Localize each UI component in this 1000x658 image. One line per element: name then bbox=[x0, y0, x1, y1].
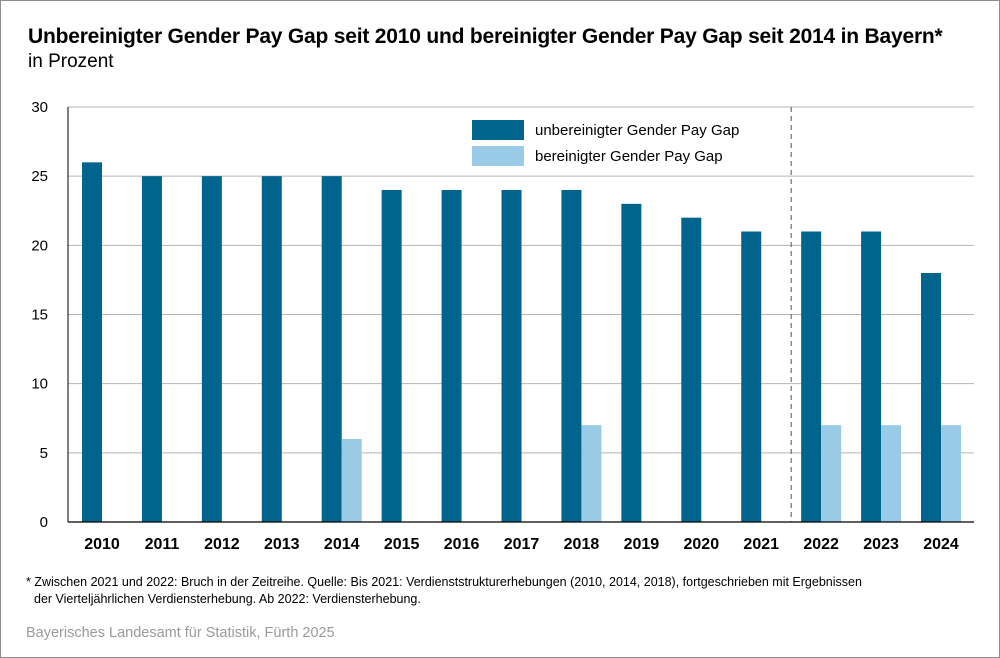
bar-unbereinigt-2019 bbox=[621, 203, 642, 523]
bar-unbereinigt-2014 bbox=[321, 176, 342, 522]
footnote-line-2: der Vierteljährlichen Verdiensterhebung.… bbox=[34, 592, 421, 606]
source-note: Bayerisches Landesamt für Statistik, Für… bbox=[26, 625, 335, 641]
bar-chart: 0 5 10 15 20 25 30 2010 2011 2012 2013 2014 2015 2016… bbox=[31, 99, 974, 553]
x-tick-label: 2011 bbox=[145, 536, 180, 553]
legend-swatch-unbereinigt bbox=[472, 120, 524, 140]
bar-unbereinigt-2023 bbox=[861, 231, 882, 522]
bar-unbereinigt-2015 bbox=[381, 190, 402, 522]
x-tick-label: 2018 bbox=[564, 536, 600, 553]
bar-bereinigt-2014 bbox=[341, 439, 362, 522]
y-tick-label: 15 bbox=[31, 307, 48, 324]
y-tick-label: 25 bbox=[31, 168, 48, 185]
chart-subtitle: in Prozent bbox=[28, 51, 114, 72]
legend-swatch-bereinigt bbox=[472, 146, 524, 166]
bar-bereinigt-2018 bbox=[581, 425, 602, 522]
y-tick-label: 30 bbox=[31, 99, 48, 116]
bar-unbereinigt-2016 bbox=[441, 190, 462, 522]
bar-unbereinigt-2013 bbox=[261, 176, 282, 522]
bar-bereinigt-2022 bbox=[821, 425, 842, 522]
x-tick-label: 2020 bbox=[684, 536, 720, 553]
y-tick-label: 0 bbox=[40, 514, 48, 531]
x-tick-label: 2021 bbox=[743, 536, 779, 553]
bar-bereinigt-2023 bbox=[881, 425, 902, 522]
bar-unbereinigt-2010 bbox=[82, 162, 102, 523]
y-tick-label: 5 bbox=[40, 445, 48, 462]
x-tick-label: 2017 bbox=[504, 536, 540, 553]
footnote: * Zwischen 2021 und 2022: Bruch in der Z… bbox=[26, 574, 862, 608]
x-tick-label: 2015 bbox=[384, 536, 420, 553]
footnote-line-1: * Zwischen 2021 und 2022: Bruch in der Z… bbox=[26, 575, 862, 589]
bar-unbereinigt-2021 bbox=[741, 231, 762, 522]
bar-unbereinigt-2012 bbox=[201, 176, 222, 522]
x-tick-label: 2010 bbox=[84, 536, 120, 553]
x-tick-label: 2014 bbox=[324, 536, 360, 553]
x-tick-label: 2024 bbox=[923, 536, 959, 553]
y-tick-label: 20 bbox=[31, 237, 48, 254]
bar-unbereinigt-2022 bbox=[801, 231, 822, 522]
x-tick-label: 2023 bbox=[863, 536, 899, 553]
x-tick-label: 2016 bbox=[444, 536, 480, 553]
bar-unbereinigt-2017 bbox=[501, 190, 522, 522]
bar-unbereinigt-2020 bbox=[681, 217, 702, 522]
chart-title: Unbereinigter Gender Pay Gap seit 2010 u… bbox=[28, 25, 943, 48]
x-tick-label: 2022 bbox=[803, 536, 839, 553]
bar-unbereinigt-2011 bbox=[141, 176, 162, 522]
bar-unbereinigt-2024 bbox=[921, 273, 942, 522]
bar-bereinigt-2024 bbox=[941, 425, 962, 522]
bar-unbereinigt-2018 bbox=[561, 190, 582, 522]
y-tick-label: 10 bbox=[31, 376, 48, 393]
legend-label-unbereinigt: unbereinigter Gender Pay Gap bbox=[535, 122, 739, 139]
x-tick-label: 2012 bbox=[204, 536, 240, 553]
legend-label-bereinigt: bereinigter Gender Pay Gap bbox=[535, 148, 723, 165]
x-tick-label: 2019 bbox=[624, 536, 660, 553]
x-tick-label: 2013 bbox=[264, 536, 300, 553]
